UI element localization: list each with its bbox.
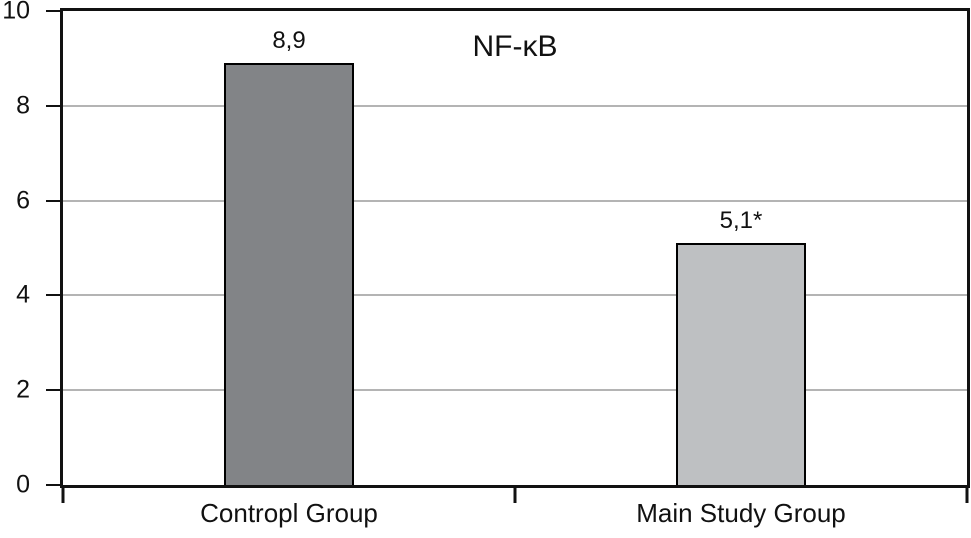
y-tick-mark [46, 104, 63, 107]
y-tick-mark [46, 484, 63, 486]
x-tick-mark [61, 487, 65, 503]
x-category-label: Contropl Group [200, 498, 378, 528]
y-tick-label: 0 [16, 470, 30, 499]
bar-2 [676, 243, 806, 485]
y-tick-mark [46, 199, 63, 202]
gridline [63, 294, 967, 297]
y-tick-label: 4 [16, 280, 30, 309]
y-axis: 0 2 4 6 8 10 [0, 0, 63, 497]
bar-1 [224, 63, 354, 485]
x-tick-mark [513, 487, 517, 503]
gridline [63, 199, 967, 202]
y-tick-label: 10 [2, 0, 30, 25]
x-category-label: Main Study Group [636, 498, 846, 528]
gridline [63, 104, 967, 107]
y-tick-label: 8 [16, 91, 30, 120]
x-axis: Contropl Group Main Study Group [61, 487, 969, 537]
bar-value-label: 8,9 [272, 27, 306, 55]
y-tick-label: 6 [16, 186, 30, 215]
gridline [63, 389, 967, 392]
chart-title: NF-κB [472, 30, 558, 63]
y-tick-mark [46, 389, 63, 392]
x-tick-mark [965, 487, 969, 503]
y-tick-label: 2 [16, 375, 30, 404]
plot-area: NF-κB 8,9 5,1* [60, 8, 970, 488]
bar-value-label: 5,1* [719, 207, 763, 235]
y-tick-mark [46, 294, 63, 297]
y-tick-mark [46, 10, 63, 12]
